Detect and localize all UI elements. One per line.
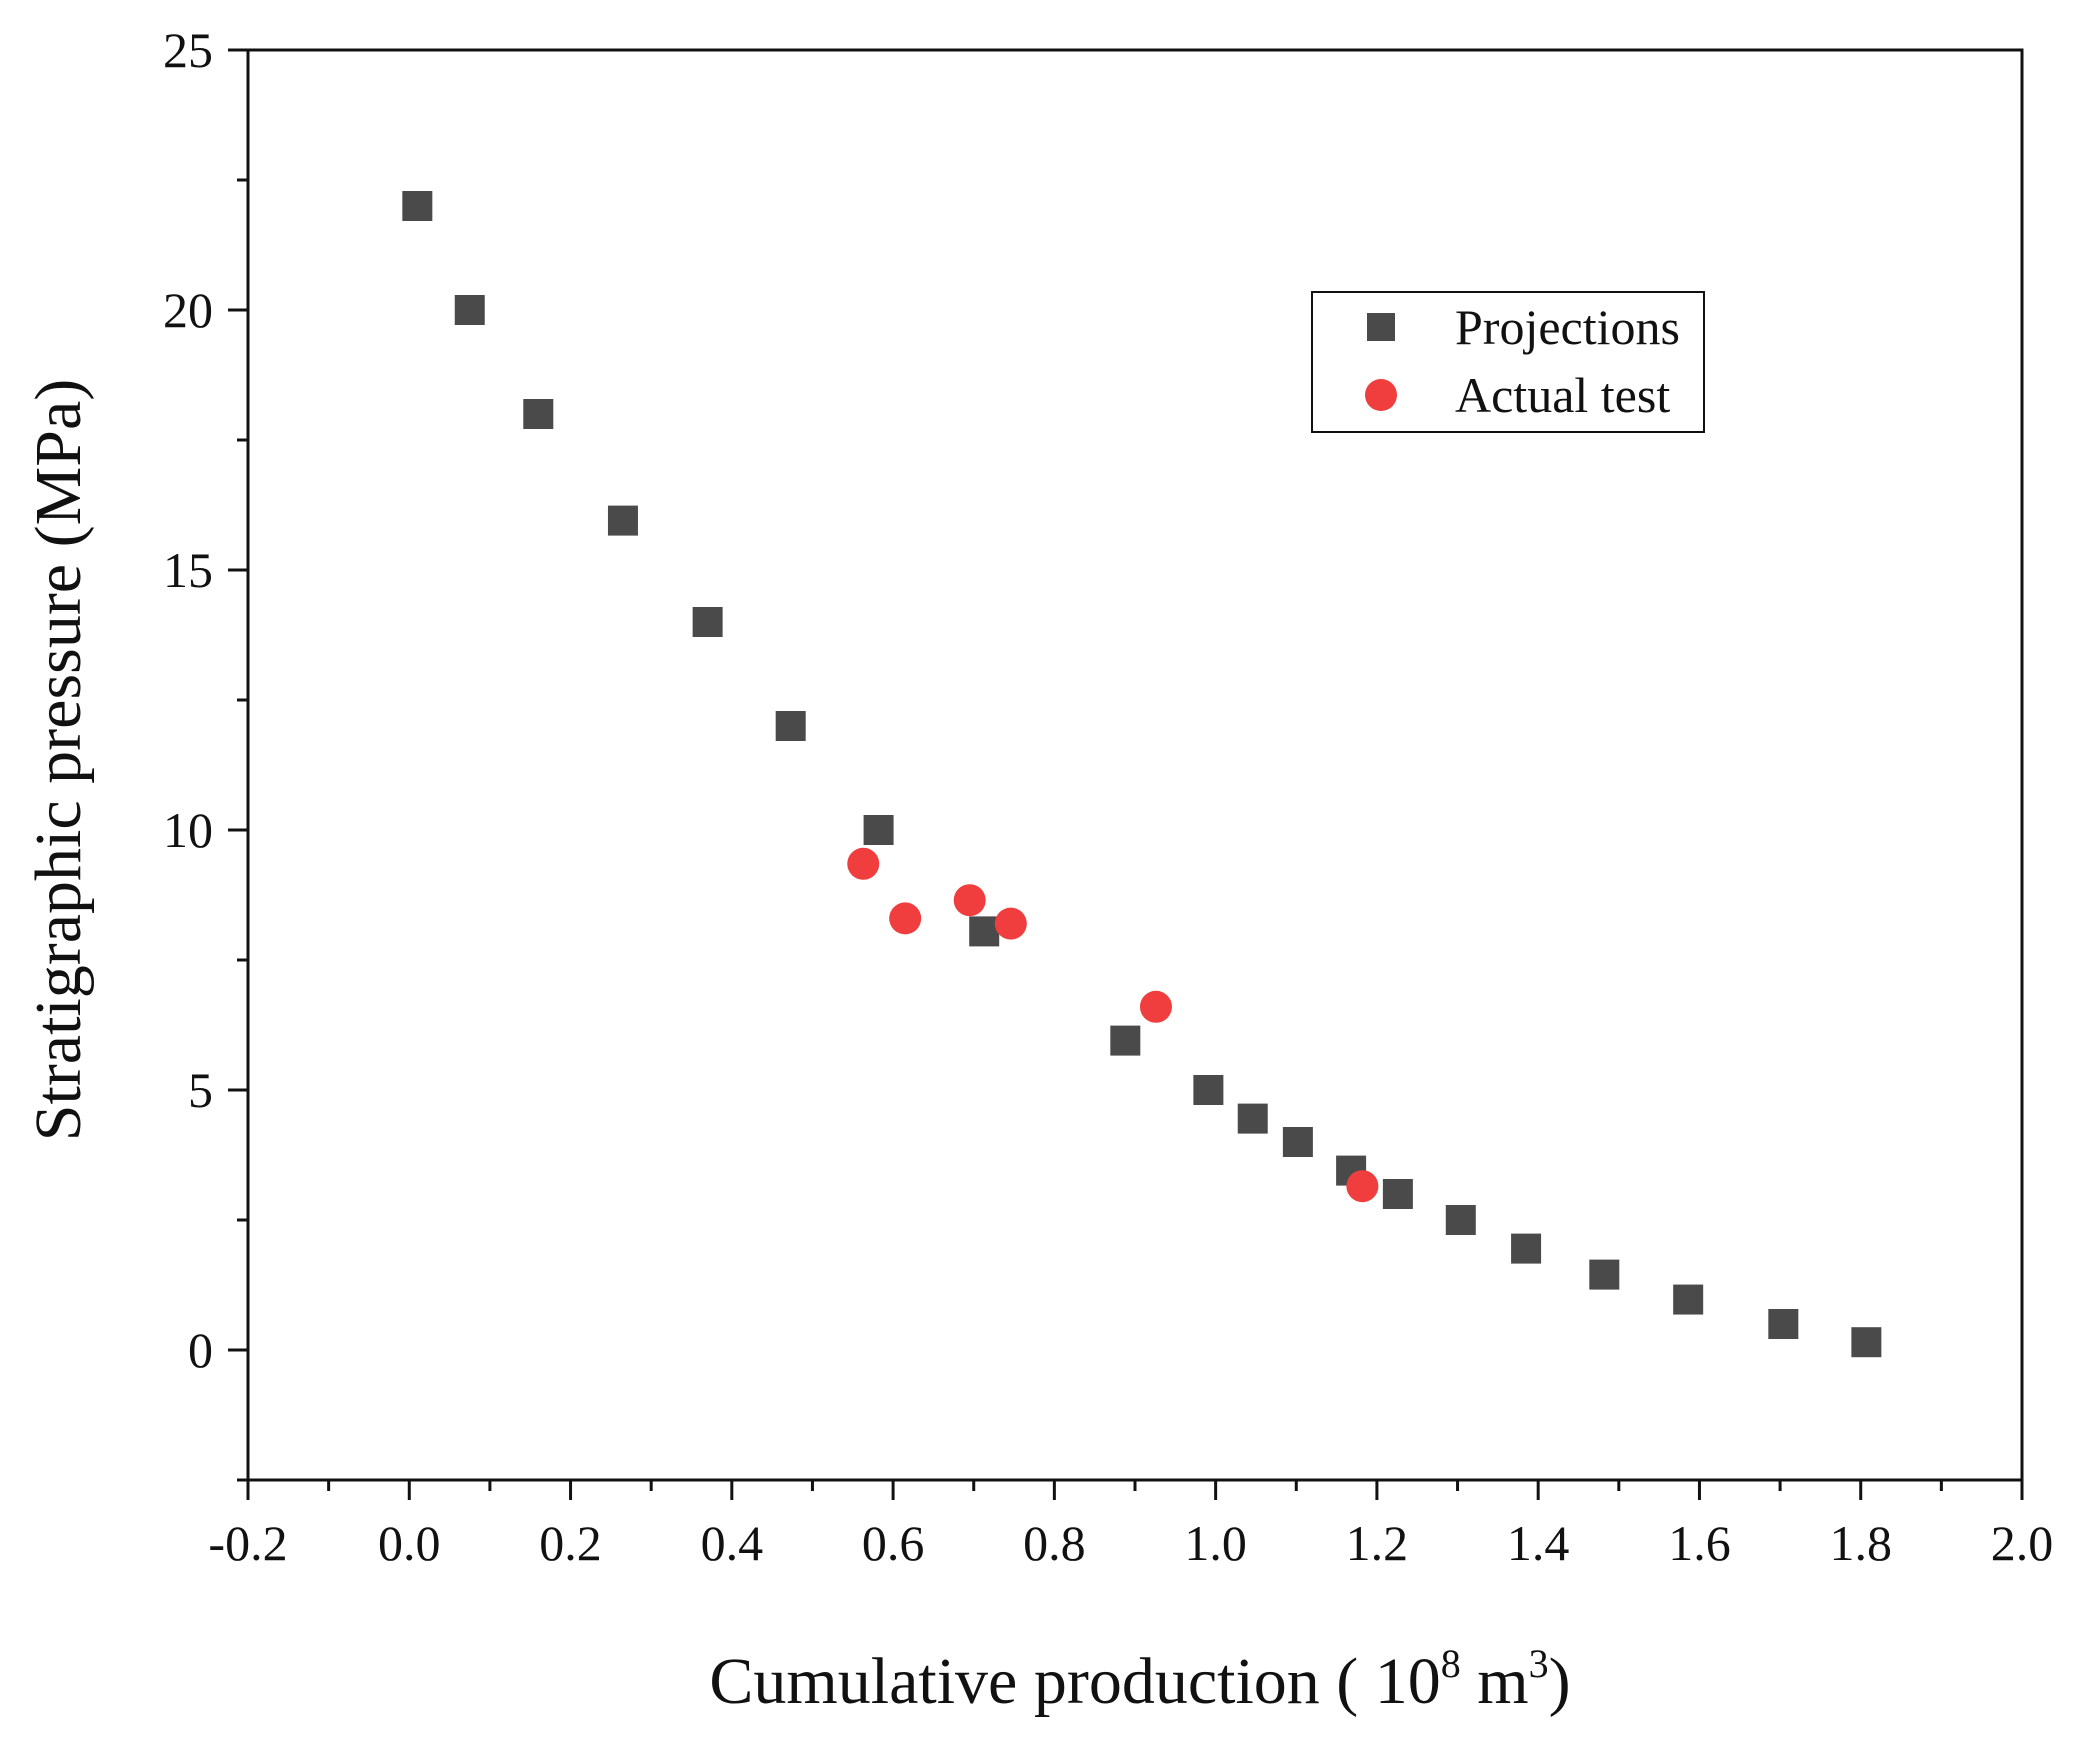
projections-point	[969, 916, 1000, 947]
projections-point	[1445, 1205, 1476, 1235]
y-axis-title: Stratigraphic pressure (MPa)	[22, 379, 95, 1141]
y-tick-label: 25	[163, 22, 213, 78]
actual-test-point	[1139, 990, 1172, 1023]
x-tick-label: 0.6	[862, 1515, 925, 1571]
actual-test-point	[1346, 1170, 1379, 1203]
x-axis-title-suffix: )	[1549, 1645, 1571, 1718]
x-tick-label: 0.2	[539, 1515, 602, 1571]
projections-point	[1382, 1179, 1413, 1209]
x-tick-label: 0.0	[378, 1515, 441, 1571]
x-axis-ticks: -0.2 0.0 0.2 0.4 0.6 0.8 1.0 1.2 1.4 1.6 1.8 2.0	[208, 1480, 2053, 1571]
projections-point	[523, 399, 554, 429]
x-tick-label: 0.8	[1023, 1515, 1086, 1571]
projections-point	[454, 295, 485, 325]
x-axis-title-middle: m	[1461, 1645, 1529, 1718]
projections-point	[775, 711, 806, 741]
x-axis-title-sup2: 3	[1529, 1641, 1549, 1686]
x-tick-label: 1.2	[1346, 1515, 1409, 1571]
y-axis-ticks: 0 5 10 15 20 25	[163, 22, 248, 1482]
legend-marker-projections	[1367, 313, 1395, 341]
x-axis-title-sup1: 8	[1441, 1641, 1461, 1686]
projections-point	[1193, 1075, 1224, 1105]
plot-frame	[246, 48, 2024, 1482]
legend-label-projections: Projections	[1455, 299, 1680, 355]
legend-marker-actual-test	[1365, 379, 1397, 411]
projections-point	[692, 607, 723, 637]
legend: Projections Actual test	[1311, 291, 1705, 433]
projections-point	[1673, 1284, 1704, 1315]
projections-point	[1511, 1233, 1542, 1264]
x-axis-title: Cumulative production ( 108 m3)	[709, 1641, 1570, 1718]
legend-label-actual-test: Actual test	[1455, 367, 1670, 423]
projections-point	[1589, 1259, 1620, 1290]
x-axis-title-prefix: Cumulative production ( 10	[709, 1645, 1440, 1718]
x-tick-label: 1.0	[1184, 1515, 1247, 1571]
actual-test-point	[889, 902, 922, 935]
y-tick-label: 15	[163, 542, 213, 598]
projections-point	[863, 815, 894, 845]
y-tick-label: 0	[188, 1322, 213, 1378]
x-tick-label: -0.2	[208, 1515, 287, 1571]
projections-point	[1851, 1327, 1882, 1358]
y-tick-label: 5	[188, 1062, 213, 1118]
actual-test-point	[994, 907, 1027, 940]
x-tick-label: 1.8	[1829, 1515, 1892, 1571]
data-points	[402, 191, 1882, 1358]
projections-point	[1768, 1309, 1799, 1339]
projections-point	[402, 191, 433, 221]
y-tick-label: 10	[163, 802, 213, 858]
x-tick-label: 1.6	[1668, 1515, 1731, 1571]
x-tick-label: 1.4	[1507, 1515, 1570, 1571]
projections-point	[1282, 1127, 1313, 1157]
actual-test-point	[847, 847, 880, 880]
y-tick-label: 20	[163, 282, 213, 338]
x-tick-label: 0.4	[701, 1515, 764, 1571]
projections-point	[1237, 1103, 1268, 1134]
projections-point	[1110, 1025, 1141, 1056]
actual-test-point	[953, 884, 986, 917]
x-tick-label: 2.0	[1991, 1515, 2054, 1571]
projections-point	[607, 505, 638, 536]
